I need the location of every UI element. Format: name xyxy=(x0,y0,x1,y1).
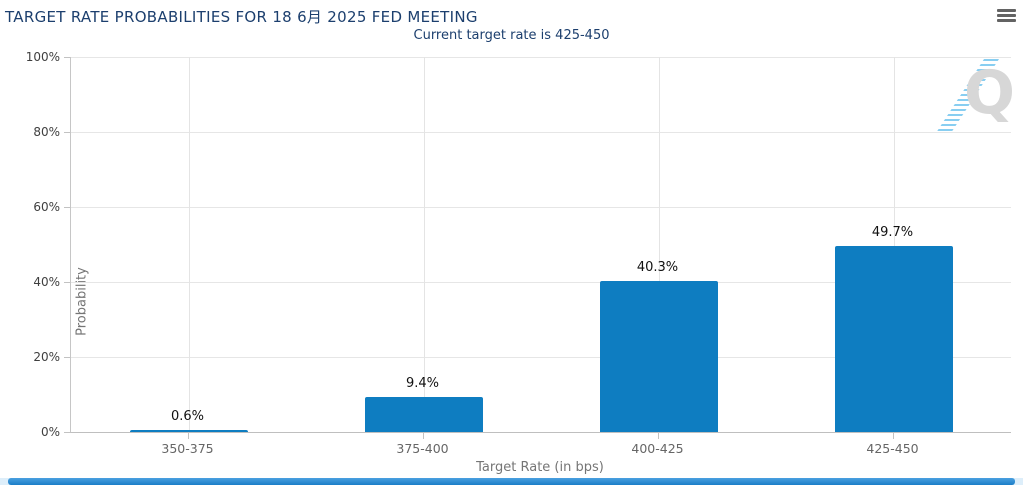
y-tick-label: 0% xyxy=(40,425,60,439)
v-gridline xyxy=(188,57,190,432)
hamburger-menu-icon xyxy=(997,9,1016,12)
h-gridline xyxy=(71,132,1011,133)
plot-area: Probability xyxy=(70,57,1011,433)
x-tick-mark xyxy=(892,433,894,439)
v-gridline xyxy=(658,57,660,432)
bar-value-label: 0.6% xyxy=(170,409,205,424)
bar-value-label: 40.3% xyxy=(636,260,679,275)
x-tick-mark xyxy=(657,433,659,439)
y-tick-mark xyxy=(64,432,70,433)
bar[interactable] xyxy=(129,430,248,432)
bar-value-label: 49.7% xyxy=(871,225,914,240)
bar[interactable] xyxy=(834,246,953,432)
x-tick-mark xyxy=(422,433,424,439)
y-tick-mark xyxy=(64,207,70,208)
x-tick-mark xyxy=(187,433,189,439)
chart-context-menu-button[interactable] xyxy=(997,9,1016,25)
y-tick-label: 20% xyxy=(33,350,60,364)
chart-subtitle: Current target rate is 425-450 xyxy=(413,28,610,43)
y-tick-mark xyxy=(64,132,70,133)
h-gridline xyxy=(71,282,1011,283)
h-gridline xyxy=(71,57,1011,58)
chart-title: TARGET RATE PROBABILITIES FOR 18 6月 2025… xyxy=(5,8,478,26)
v-gridline xyxy=(423,57,425,432)
bar-value-label: 9.4% xyxy=(405,376,440,391)
bar[interactable] xyxy=(599,281,718,432)
x-axis-title: Target Rate (in bps) xyxy=(476,460,604,475)
y-tick-label: 60% xyxy=(33,200,60,214)
bar[interactable] xyxy=(364,397,483,432)
h-gridline xyxy=(71,357,1011,358)
y-tick-label: 80% xyxy=(33,125,60,139)
v-gridline xyxy=(893,57,895,432)
x-tick-label: 400-425 xyxy=(631,441,684,456)
scrollbar-thumb[interactable] xyxy=(8,478,1015,485)
x-tick-label: 375-400 xyxy=(396,441,449,456)
x-tick-label: 425-450 xyxy=(866,441,919,456)
hamburger-menu-icon xyxy=(997,19,1016,22)
y-tick-label: 100% xyxy=(25,50,60,64)
horizontal-scrollbar[interactable] xyxy=(0,478,1023,485)
x-tick-label: 350-375 xyxy=(161,441,214,456)
y-tick-mark xyxy=(64,57,70,58)
hamburger-menu-icon xyxy=(997,14,1016,17)
y-tick-mark xyxy=(64,282,70,283)
y-tick-mark xyxy=(64,357,70,358)
y-tick-label: 40% xyxy=(33,275,60,289)
h-gridline xyxy=(71,207,1011,208)
